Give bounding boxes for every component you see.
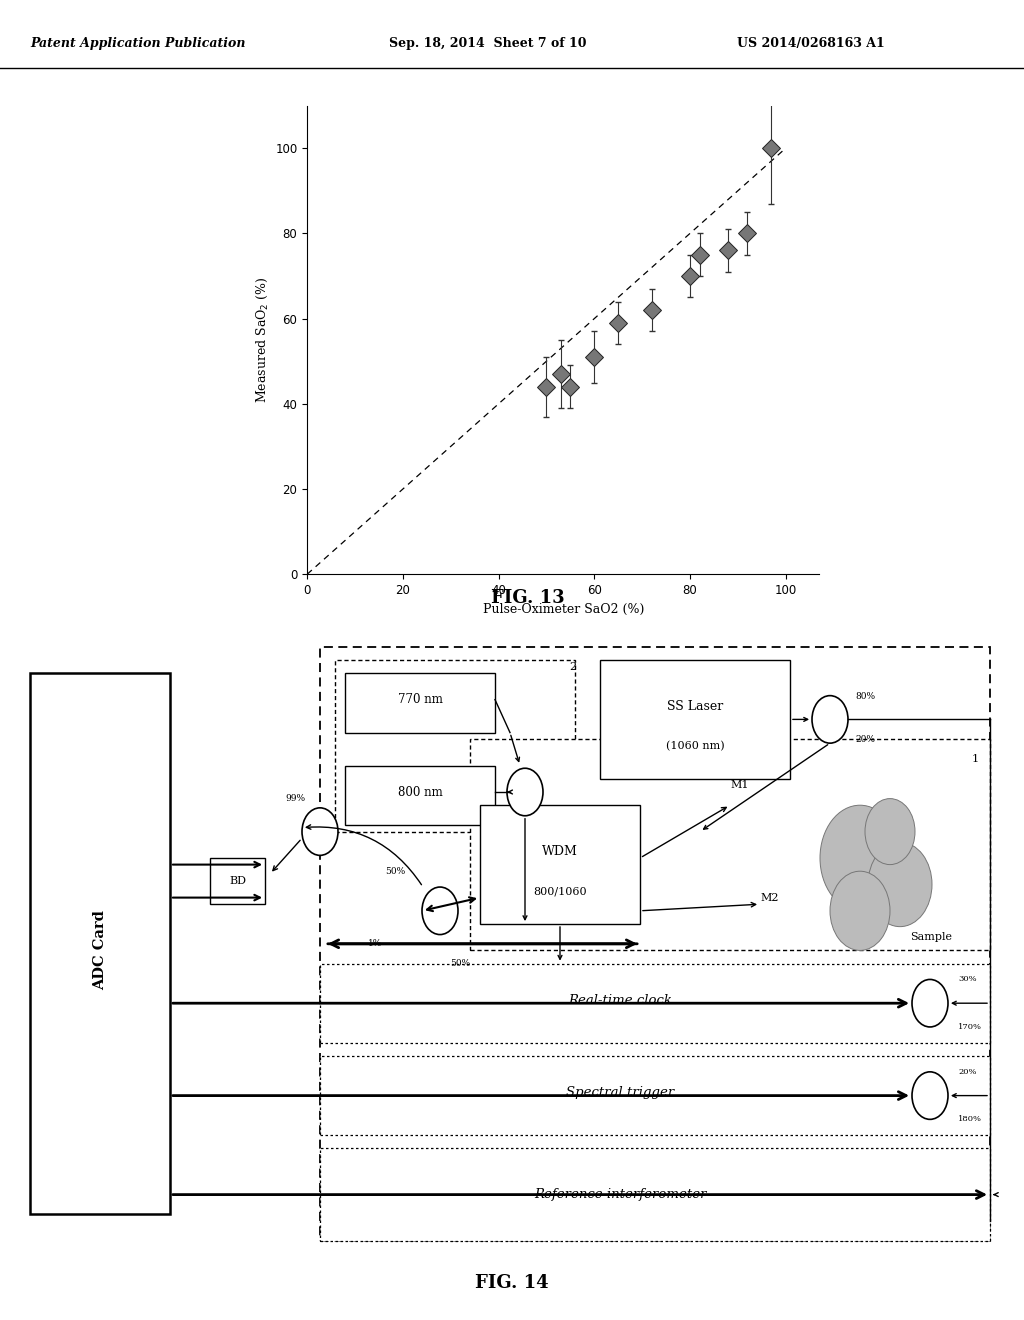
Text: US 2014/0268163 A1: US 2014/0268163 A1 [737,37,885,50]
Bar [210,858,265,904]
Text: 1: 1 [972,754,979,764]
Text: 50%: 50% [385,867,406,875]
Bar [319,964,990,1043]
Bar [470,739,990,950]
Circle shape [868,842,932,927]
X-axis label: Pulse-Oximeter SaO2 (%): Pulse-Oximeter SaO2 (%) [482,602,644,615]
Bar [319,1148,990,1241]
Bar [335,660,575,832]
Text: 99%: 99% [285,795,305,803]
Bar [319,1056,990,1135]
Text: Real-time clock: Real-time clock [568,994,672,1007]
Text: 50%: 50% [450,960,470,968]
Circle shape [830,871,890,950]
Circle shape [820,805,900,911]
Circle shape [812,696,848,743]
Bar [480,805,640,924]
Bar [30,673,170,1214]
Text: 20%: 20% [855,735,874,743]
Text: WDM: WDM [542,845,578,858]
Text: (1060 nm): (1060 nm) [666,741,724,751]
Text: 20%: 20% [958,1068,977,1076]
Text: M2: M2 [761,892,779,903]
Circle shape [912,1072,948,1119]
Text: FIG. 14: FIG. 14 [475,1274,549,1292]
Circle shape [912,979,948,1027]
Bar [319,647,990,1241]
Text: SS Laser: SS Laser [667,700,723,713]
Circle shape [865,799,915,865]
Text: 1%: 1% [368,940,382,948]
Text: 770 nm: 770 nm [397,693,442,706]
Text: Patent Application Publication: Patent Application Publication [31,37,246,50]
Bar [345,766,495,825]
Text: 30%: 30% [958,975,977,983]
Text: FIG. 13: FIG. 13 [490,589,564,607]
Text: 800 nm: 800 nm [397,785,442,799]
Circle shape [302,808,338,855]
Text: Sep. 18, 2014  Sheet 7 of 10: Sep. 18, 2014 Sheet 7 of 10 [389,37,587,50]
Text: 2: 2 [569,661,577,672]
Y-axis label: Measured SaO$_2$ (%): Measured SaO$_2$ (%) [255,277,269,403]
Text: Spectral trigger: Spectral trigger [566,1086,674,1100]
Circle shape [507,768,543,816]
Text: ADC Card: ADC Card [93,911,106,990]
Text: Sample: Sample [910,932,952,942]
Text: 80%: 80% [855,693,876,701]
Circle shape [422,887,458,935]
Text: 180%: 180% [958,1115,982,1123]
Bar [345,673,495,733]
Text: BD: BD [229,876,246,886]
Text: M1: M1 [731,780,750,791]
Text: 170%: 170% [958,1023,982,1031]
Text: 800/1060: 800/1060 [534,886,587,896]
Bar [600,660,790,779]
Text: Reference interferometer: Reference interferometer [534,1188,707,1201]
